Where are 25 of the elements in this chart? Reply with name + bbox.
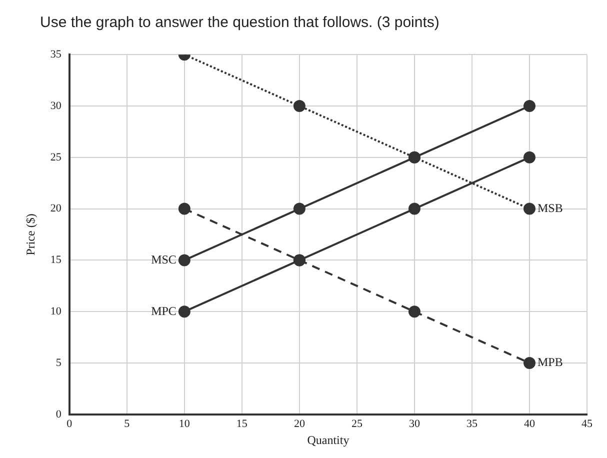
x-tick-label: 30 [408,418,420,430]
x-tick-label: 25 [351,418,363,430]
x-tick-label: 5 [124,418,130,430]
x-tick-label: 20 [294,418,306,430]
y-tick-label: 35 [50,48,62,60]
x-tick-label: 10 [178,418,190,430]
x-tick-label: 0 [66,418,73,430]
y-tick-label: 20 [50,202,62,215]
series-label: MPB [537,355,563,370]
x-tick-label: 40 [524,418,536,430]
y-axis-title: Price ($) [23,214,38,256]
x-tick-label: 45 [582,418,593,430]
x-axis-title: Quantity [307,432,350,447]
series-label: MSC [151,252,176,266]
y-tick-label: 15 [50,254,62,266]
x-tick-label: 35 [466,418,478,430]
series-label: MPC [151,304,176,318]
y-tick-label: 25 [50,151,62,164]
y-tick-label: 0 [56,408,62,420]
series-label: MSB [537,200,563,215]
x-tick-label: 15 [236,418,248,430]
y-tick-label: 10 [50,305,62,318]
y-tick-label: 30 [50,100,62,112]
y-tick-label: 5 [56,356,62,369]
chart-title: Use the graph to answer the question that follows. (3 points) [39,13,440,33]
